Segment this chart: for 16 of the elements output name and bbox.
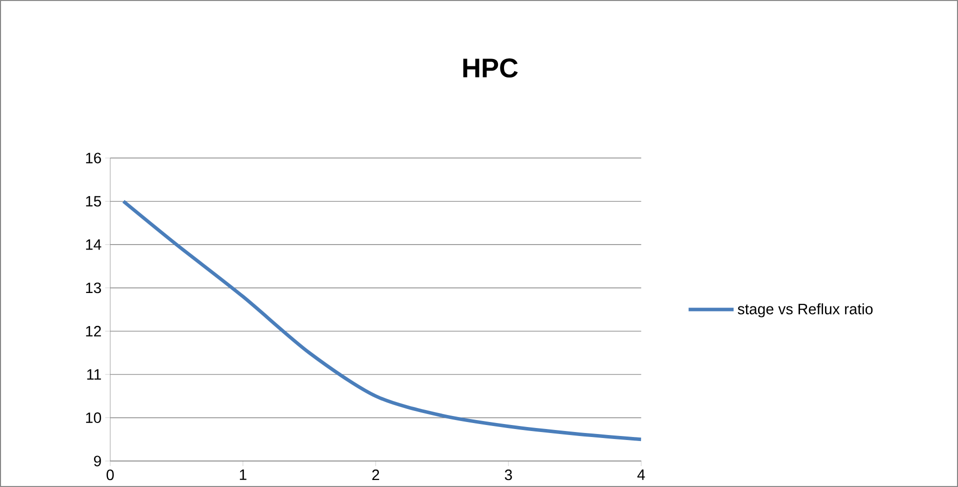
y-tick-label: 9 <box>94 456 101 466</box>
x-tick-label: 0 <box>106 470 114 480</box>
y-tick-label: 12 <box>86 326 101 336</box>
y-tick-label: 11 <box>87 369 101 380</box>
y-tick-label: 10 <box>86 412 102 424</box>
x-tick-label: 3 <box>504 470 512 480</box>
y-tick-label: 13 <box>86 282 101 294</box>
y-tick-label: 14 <box>86 239 102 250</box>
chart-title: HPC <box>463 58 518 78</box>
y-tick-label: 15 <box>86 196 102 207</box>
line-series <box>122 200 642 442</box>
x-tick-label: 4 <box>637 470 645 480</box>
x-tick-label: 1 <box>240 470 246 480</box>
y-tick-label: 16 <box>86 152 101 164</box>
legend-label: stage vs Reflux ratio <box>738 303 873 318</box>
x-tick-label: 2 <box>372 470 380 480</box>
